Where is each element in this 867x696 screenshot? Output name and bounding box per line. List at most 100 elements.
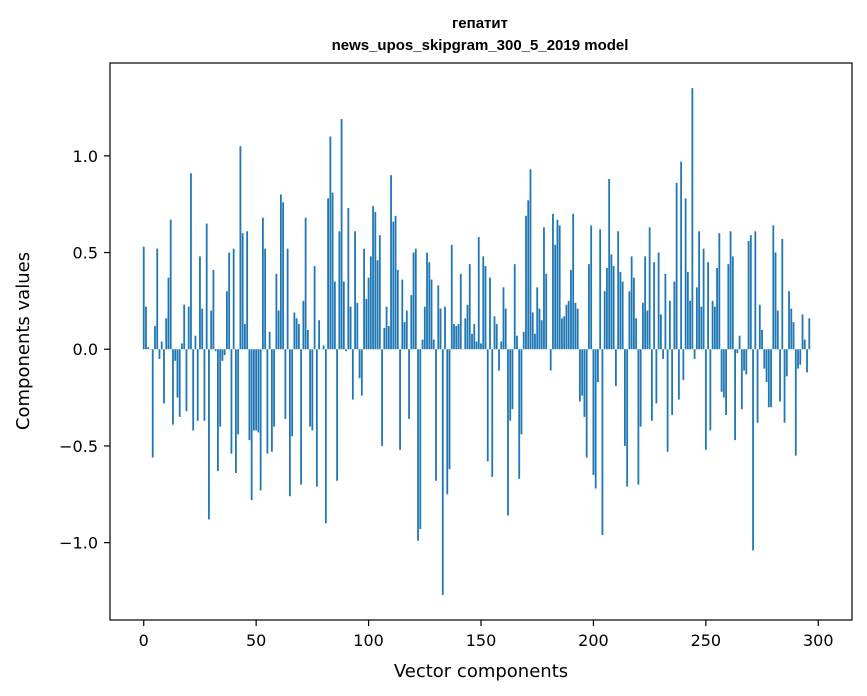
bar-170 bbox=[525, 215, 527, 350]
bar-14 bbox=[174, 349, 177, 361]
bar-197 bbox=[585, 349, 588, 458]
bar-56 bbox=[268, 331, 271, 350]
bar-49 bbox=[253, 349, 255, 431]
bar-83 bbox=[329, 136, 332, 350]
bar-131 bbox=[437, 285, 440, 350]
bar-254 bbox=[713, 306, 716, 350]
bar-44 bbox=[241, 233, 244, 350]
bar-224 bbox=[646, 310, 649, 350]
bar-176 bbox=[538, 308, 541, 350]
bar-92 bbox=[349, 306, 352, 350]
bar-267 bbox=[743, 349, 745, 371]
bar-190 bbox=[570, 269, 572, 350]
bar-251 bbox=[707, 262, 709, 350]
bar-193 bbox=[576, 308, 579, 350]
bar-186 bbox=[561, 318, 563, 350]
bar-293 bbox=[801, 314, 804, 350]
bar-225 bbox=[648, 227, 651, 350]
bar-154 bbox=[489, 277, 491, 350]
bar-58 bbox=[273, 349, 276, 427]
bar-137 bbox=[450, 244, 453, 350]
bar-285 bbox=[783, 349, 786, 423]
bar-205 bbox=[603, 291, 606, 350]
bar-166 bbox=[516, 335, 518, 350]
bar-281 bbox=[774, 252, 777, 350]
bar-115 bbox=[401, 279, 404, 350]
bar-15 bbox=[176, 349, 179, 398]
bar-126 bbox=[426, 252, 428, 350]
bar-242 bbox=[686, 271, 689, 350]
bar-237 bbox=[675, 182, 678, 350]
bar-140 bbox=[457, 324, 460, 350]
bar-233 bbox=[666, 349, 669, 452]
bar-39 bbox=[230, 349, 233, 454]
plot-frame bbox=[109, 62, 853, 621]
bar-258 bbox=[722, 349, 725, 398]
bar-204 bbox=[601, 349, 604, 535]
bar-177 bbox=[540, 320, 543, 350]
bar-93 bbox=[351, 349, 354, 400]
bar-209 bbox=[612, 266, 615, 350]
bar-163 bbox=[509, 349, 512, 421]
bar-162 bbox=[507, 349, 509, 516]
bar-107 bbox=[383, 327, 386, 350]
bar-252 bbox=[709, 349, 712, 431]
bar-150 bbox=[480, 343, 482, 350]
bar-59 bbox=[275, 273, 278, 350]
bar-76 bbox=[313, 266, 316, 350]
bar-165 bbox=[513, 264, 516, 350]
bar-148 bbox=[475, 341, 478, 350]
bar-10 bbox=[165, 318, 168, 350]
bar-265 bbox=[738, 335, 741, 350]
bar-141 bbox=[459, 273, 462, 350]
bar-94 bbox=[354, 231, 356, 350]
bar-191 bbox=[572, 213, 575, 350]
bar-136 bbox=[448, 349, 451, 470]
x-tick-label-0: 0 bbox=[139, 631, 149, 650]
bar-90 bbox=[345, 349, 347, 352]
bar-241 bbox=[684, 198, 687, 350]
bar-158 bbox=[498, 349, 500, 371]
bar-116 bbox=[403, 322, 406, 350]
bar-255 bbox=[716, 268, 718, 350]
bar-248 bbox=[700, 306, 703, 350]
bar-250 bbox=[704, 349, 707, 450]
bar-23 bbox=[194, 335, 197, 350]
bar-146 bbox=[471, 333, 473, 350]
bar-174 bbox=[534, 333, 536, 350]
bar-98 bbox=[363, 248, 365, 350]
bar-222 bbox=[641, 302, 644, 350]
bar-283 bbox=[779, 349, 781, 402]
bar-221 bbox=[639, 349, 642, 427]
bar-249 bbox=[702, 248, 705, 350]
bar-160 bbox=[502, 287, 505, 350]
bar-6 bbox=[156, 248, 159, 350]
bar-286 bbox=[785, 349, 788, 377]
bar-292 bbox=[799, 349, 802, 365]
bar-42 bbox=[237, 349, 240, 435]
bar-291 bbox=[797, 349, 799, 369]
bar-268 bbox=[745, 349, 748, 375]
bar-138 bbox=[453, 324, 455, 350]
bar-26 bbox=[201, 308, 204, 350]
bar-216 bbox=[628, 291, 631, 350]
bar-192 bbox=[574, 302, 577, 350]
y-axis-label: Components values bbox=[13, 252, 34, 430]
bar-144 bbox=[466, 304, 469, 350]
bar-246 bbox=[695, 287, 698, 350]
bar-157 bbox=[495, 324, 498, 350]
bar-263 bbox=[734, 349, 736, 441]
bar-109 bbox=[387, 326, 390, 350]
bar-274 bbox=[758, 304, 761, 350]
bar-188 bbox=[565, 304, 568, 350]
bar-70 bbox=[300, 349, 303, 485]
x-axis-ticks: 0 50 100 150 200 250 300 bbox=[139, 620, 834, 650]
bar-64 bbox=[286, 248, 289, 350]
bar-38 bbox=[228, 252, 231, 350]
bar-113 bbox=[396, 269, 399, 350]
y-tick-label-3: 0.5 bbox=[73, 244, 98, 263]
bar-28 bbox=[205, 223, 208, 350]
bar-132 bbox=[439, 308, 442, 350]
bar-68 bbox=[295, 318, 298, 350]
bar-296 bbox=[808, 318, 811, 350]
